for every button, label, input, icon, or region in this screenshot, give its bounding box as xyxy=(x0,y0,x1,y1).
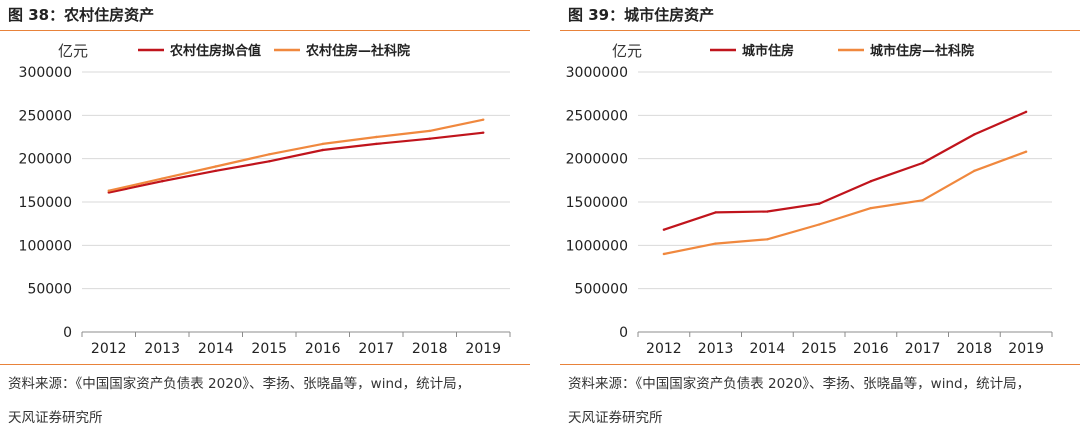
chart-panel-urban: 图 39：城市住房资产 亿元 0 500000 1000000 1500000 20000… xyxy=(560,0,1080,430)
series-line xyxy=(663,150,1027,256)
x-tick-label: 2017 xyxy=(905,341,941,357)
urban-housing-chart: 亿元 0 500000 1000000 1500000 2000000 2500000 300… xyxy=(566,42,1053,357)
source-note-org: 天风证券研究所 xyxy=(8,410,103,426)
x-tick-label: 2018 xyxy=(412,341,448,357)
data-point xyxy=(817,202,821,205)
x-tick-label: 2014 xyxy=(750,341,786,357)
x-tick-label: 2013 xyxy=(144,341,180,357)
data-point xyxy=(375,142,378,146)
x-tick-label: 2015 xyxy=(251,341,287,357)
data-point xyxy=(214,169,217,172)
data-point xyxy=(161,180,164,183)
source-note: 资料来源：《中国国家资产负债表 2020》、李扬、张晓晶等，wind，统计局， xyxy=(8,376,471,392)
x-tick-label: 2017 xyxy=(358,341,394,357)
y-tick-label: 1000000 xyxy=(566,238,628,254)
data-point xyxy=(321,148,324,152)
data-point xyxy=(107,191,110,194)
data-point xyxy=(973,169,976,172)
x-tick-label: 2013 xyxy=(698,341,734,357)
data-point xyxy=(107,189,110,192)
y-axis-unit: 亿元 xyxy=(58,42,88,60)
y-tick-label: 2000000 xyxy=(566,152,628,168)
data-point xyxy=(766,210,769,213)
figure-title: 图 39：城市住房资产 xyxy=(568,6,715,24)
data-point xyxy=(973,133,976,136)
y-tick-label: 500000 xyxy=(575,282,628,298)
y-tick-label: 50000 xyxy=(27,282,72,298)
x-tick-label: 2012 xyxy=(646,341,682,357)
x-tick-label: 2015 xyxy=(801,341,837,357)
source-rule xyxy=(560,364,1080,365)
data-point xyxy=(714,242,717,245)
y-tick-label: 150000 xyxy=(19,195,72,211)
y-tick-label: 100000 xyxy=(19,238,72,254)
data-point xyxy=(482,118,485,121)
title-rule xyxy=(560,30,1080,31)
y-axis-unit: 亿元 xyxy=(612,42,642,60)
data-point xyxy=(161,177,164,180)
data-point xyxy=(428,137,431,140)
y-tick-label: 3000000 xyxy=(566,65,628,81)
y-tick-label: 1500000 xyxy=(566,195,628,211)
source-rule xyxy=(0,364,530,365)
x-tick-label: 2016 xyxy=(305,341,341,357)
legend-label: 城市住房 xyxy=(742,43,794,59)
data-point xyxy=(268,153,271,156)
data-point xyxy=(766,238,769,241)
y-tick-label: 300000 xyxy=(19,65,72,81)
legend-label: 城市住房—社科院 xyxy=(870,43,974,59)
data-point xyxy=(662,228,666,231)
figure-title: 图 38：农村住房资产 xyxy=(8,6,155,24)
y-tick-label: 250000 xyxy=(19,108,72,124)
chart-panel-rural: 图 38：农村住房资产 亿元 0 50000 100000 150000 200000 25… xyxy=(0,0,530,430)
data-point xyxy=(817,223,821,226)
y-tick-label: 2500000 xyxy=(566,108,628,124)
x-tick-label: 2014 xyxy=(198,341,234,357)
series-line xyxy=(108,131,484,194)
data-point xyxy=(714,211,717,214)
x-tick-label: 2012 xyxy=(91,341,127,357)
data-point xyxy=(662,252,666,256)
x-tick-label: 2016 xyxy=(853,341,889,357)
y-tick-label: 0 xyxy=(619,325,628,341)
data-point xyxy=(428,129,431,133)
data-point xyxy=(1024,110,1028,114)
data-point xyxy=(482,131,485,134)
legend-label: 农村住房—社科院 xyxy=(305,43,410,59)
data-point xyxy=(214,165,217,168)
title-rule xyxy=(0,30,530,31)
legend-label: 农村住房拟合值 xyxy=(169,43,261,59)
series-line xyxy=(663,110,1027,231)
data-point xyxy=(869,180,873,183)
data-point xyxy=(321,142,324,146)
source-note: 资料来源：《中国国家资产负债表 2020》、李扬、张晓晶等，wind，统计局， xyxy=(568,376,1031,392)
data-point xyxy=(375,135,378,139)
data-point xyxy=(268,160,271,163)
y-tick-label: 0 xyxy=(63,325,72,341)
data-point xyxy=(921,199,924,202)
series-line xyxy=(108,118,484,192)
source-note-org: 天风证券研究所 xyxy=(568,410,663,426)
data-point xyxy=(1024,150,1028,153)
rural-housing-chart: 亿元 0 50000 100000 150000 200000 250000 300000 20… xyxy=(19,42,511,357)
x-tick-label: 2019 xyxy=(465,341,501,357)
x-tick-label: 2018 xyxy=(957,341,993,357)
y-tick-label: 200000 xyxy=(19,152,72,168)
data-point xyxy=(921,161,924,165)
x-tick-label: 2019 xyxy=(1008,341,1044,357)
data-point xyxy=(869,206,873,210)
